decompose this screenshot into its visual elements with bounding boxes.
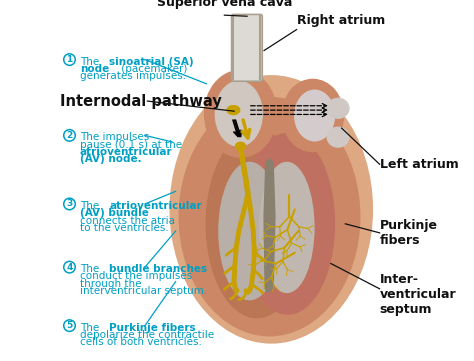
Text: (AV) bundle: (AV) bundle <box>80 208 149 218</box>
Text: The: The <box>80 264 102 274</box>
Ellipse shape <box>219 162 280 300</box>
Text: conduct the impulses: conduct the impulses <box>80 271 192 282</box>
Ellipse shape <box>204 70 277 157</box>
Text: interventricular septum.: interventricular septum. <box>80 286 207 296</box>
Text: atrioventricular: atrioventricular <box>80 147 173 157</box>
Text: (pacemaker): (pacemaker) <box>118 64 187 74</box>
Ellipse shape <box>179 97 360 336</box>
Text: to the ventricles.: to the ventricles. <box>80 223 169 233</box>
Ellipse shape <box>170 76 373 343</box>
Text: Right atrium: Right atrium <box>297 14 385 27</box>
Text: Purkinje fibers: Purkinje fibers <box>109 323 196 333</box>
Text: The impulses: The impulses <box>80 132 149 143</box>
Ellipse shape <box>227 105 240 115</box>
Ellipse shape <box>282 79 344 152</box>
Ellipse shape <box>327 127 349 147</box>
Text: 3: 3 <box>66 200 73 208</box>
Text: The: The <box>80 323 102 333</box>
FancyBboxPatch shape <box>232 14 262 81</box>
Text: 2: 2 <box>66 131 73 140</box>
Ellipse shape <box>236 142 246 150</box>
Text: atrioventricular: atrioventricular <box>109 201 202 211</box>
Text: pause (0.1 s) at the: pause (0.1 s) at the <box>80 140 182 150</box>
Text: The: The <box>80 201 102 211</box>
Text: Internodal pathway: Internodal pathway <box>60 93 222 109</box>
Text: 1: 1 <box>66 55 73 64</box>
Ellipse shape <box>241 134 335 314</box>
Text: Superior vena cava: Superior vena cava <box>157 0 292 9</box>
Text: bundle branches: bundle branches <box>109 264 207 274</box>
Text: Left atrium: Left atrium <box>380 158 458 171</box>
Text: Purkinje
fibers: Purkinje fibers <box>380 219 438 247</box>
Text: sinoatrial (SA): sinoatrial (SA) <box>109 57 194 67</box>
Ellipse shape <box>295 90 335 141</box>
Polygon shape <box>264 159 275 292</box>
Text: generates impulses.: generates impulses. <box>80 71 186 81</box>
Ellipse shape <box>215 81 262 146</box>
Text: 4: 4 <box>66 263 73 271</box>
Text: 5: 5 <box>66 321 73 330</box>
Ellipse shape <box>260 162 314 292</box>
Text: through the: through the <box>80 279 141 289</box>
Text: connects the atria: connects the atria <box>80 216 175 226</box>
Ellipse shape <box>327 98 349 118</box>
Ellipse shape <box>206 130 308 318</box>
Text: The: The <box>80 57 102 67</box>
Text: cells of both ventricles.: cells of both ventricles. <box>80 337 202 347</box>
Text: node: node <box>80 64 109 74</box>
Text: Inter-
ventricular
septum: Inter- ventricular septum <box>380 273 456 316</box>
Text: (AV) node.: (AV) node. <box>80 154 142 164</box>
Text: depolarize the contractile: depolarize the contractile <box>80 330 214 340</box>
